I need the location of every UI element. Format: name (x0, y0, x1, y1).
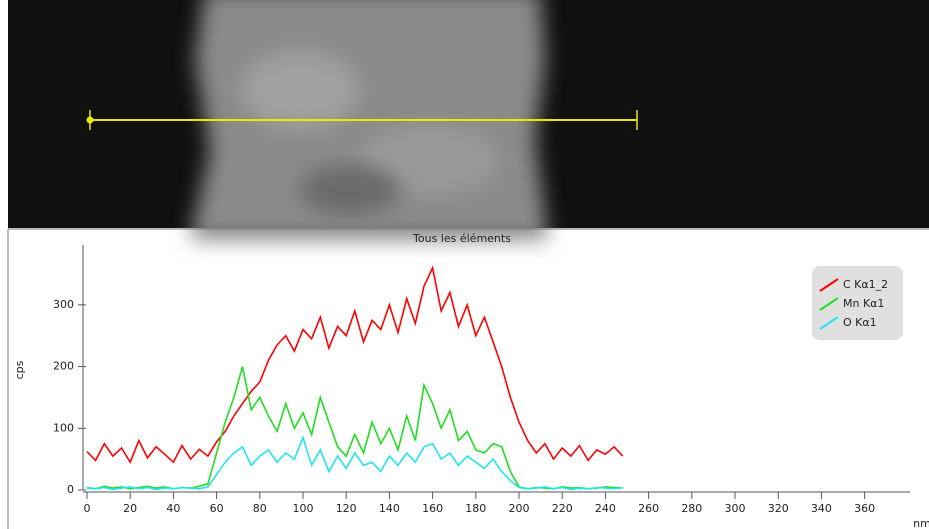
x-tick-label: 220 (552, 502, 573, 515)
x-tick-label: 100 (292, 502, 313, 515)
x-tick-label: 200 (509, 502, 530, 515)
x-tick-label: 280 (681, 502, 702, 515)
y-tick-label: 300 (53, 298, 74, 311)
x-tick-label: 340 (811, 502, 832, 515)
x-tick-label: 240 (595, 502, 616, 515)
series-line (86, 265, 624, 464)
chart-title: Tous les éléments (412, 232, 511, 245)
x-tick-label: 120 (336, 502, 357, 515)
x-tick-label: 160 (422, 502, 443, 515)
legend-label: O Kα1 (843, 316, 877, 329)
legend-box (812, 266, 903, 340)
legend-label: C Kα1_2 (843, 278, 888, 291)
x-tick-label: 80 (253, 502, 267, 515)
x-tick-label: 320 (768, 502, 789, 515)
series-line (86, 366, 623, 490)
y-tick-label: 100 (53, 421, 74, 434)
legend-label: Mn Kα1 (843, 297, 884, 310)
x-tick-label: 180 (465, 502, 486, 515)
legend-swatch (819, 278, 839, 292)
x-tick-label: 20 (123, 502, 137, 515)
x-tick-label: 40 (166, 502, 180, 515)
y-axis-label: cps (13, 360, 26, 379)
y-tick-label: 200 (53, 360, 74, 373)
legend-swatch (819, 297, 839, 311)
x-tick-label: 0 (83, 502, 90, 515)
micrograph (8, 0, 929, 240)
y-tick-label: 0 (67, 483, 74, 496)
legend-swatch (819, 316, 839, 330)
x-tick-label: 360 (854, 502, 875, 515)
x-tick-label: 300 (725, 502, 746, 515)
series-line (86, 435, 623, 491)
x-tick-label: 140 (379, 502, 400, 515)
x-tick-label: 260 (638, 502, 659, 515)
x-tick-label: 60 (210, 502, 224, 515)
x-axis-label: nm (913, 517, 929, 529)
